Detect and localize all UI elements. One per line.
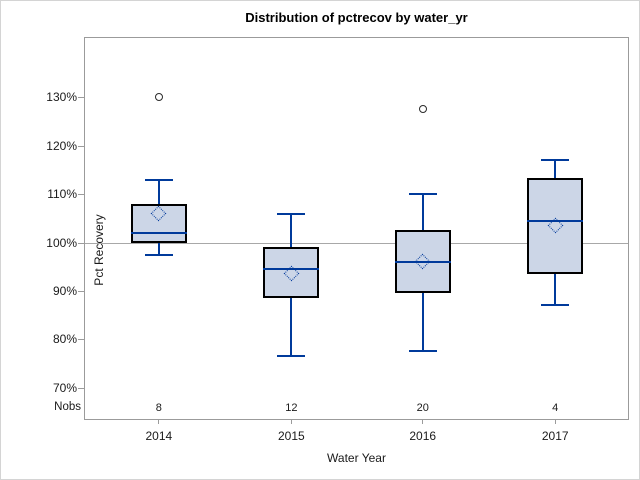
- median-line: [263, 268, 320, 271]
- x-category-label: 2015: [277, 429, 305, 443]
- box-iqr: [263, 247, 320, 299]
- y-tick-label: 120%: [46, 138, 77, 153]
- y-tick-mark: [78, 290, 84, 292]
- whisker-cap-low: [541, 304, 570, 307]
- reference-line-100pct: [85, 242, 628, 244]
- y-tick-label: 90%: [52, 283, 77, 298]
- nobs-value: 12: [285, 402, 298, 414]
- whisker-cap-low: [408, 350, 437, 353]
- x-category-label: 2017: [541, 429, 569, 443]
- y-tick-mark: [78, 145, 84, 147]
- outlier-marker: [418, 104, 427, 113]
- whisker-cap-low: [144, 253, 173, 256]
- x-axis-title: Water Year: [327, 451, 386, 465]
- nobs-row-label: Nobs: [54, 401, 81, 413]
- median-line: [130, 231, 187, 234]
- nobs-value: 8: [155, 402, 162, 414]
- x-category-label: 2016: [409, 429, 437, 443]
- nobs-value: 20: [416, 402, 429, 414]
- whisker-cap-high: [541, 159, 570, 162]
- x-tick-mark: [290, 419, 292, 424]
- y-tick-mark: [78, 387, 84, 389]
- chart-title: Distribution of pctrecov by water_yr: [245, 10, 468, 25]
- outlier-marker: [154, 93, 163, 102]
- box-iqr: [130, 203, 187, 243]
- y-tick-label: 80%: [52, 332, 77, 347]
- y-tick-mark: [78, 339, 84, 341]
- y-tick-label: 70%: [52, 380, 77, 395]
- y-tick-mark: [78, 194, 84, 196]
- y-tick-label: 110%: [47, 187, 77, 202]
- median-line: [394, 260, 451, 263]
- y-tick-mark: [78, 97, 84, 99]
- nobs-value: 4: [552, 402, 559, 414]
- x-tick-mark: [422, 419, 424, 424]
- x-category-label: 2014: [145, 429, 173, 443]
- whisker-cap-high: [144, 178, 173, 181]
- y-tick-mark: [78, 242, 84, 244]
- y-tick-label: 100%: [46, 235, 77, 250]
- x-tick-mark: [158, 419, 160, 424]
- median-line: [527, 219, 584, 222]
- whisker-cap-low: [277, 355, 306, 358]
- y-axis-title: Pct Recovery: [92, 214, 106, 286]
- y-tick-label: 130%: [46, 90, 77, 105]
- whisker-cap-high: [408, 193, 437, 196]
- x-tick-mark: [554, 419, 556, 424]
- box-iqr: [527, 178, 584, 274]
- whisker-cap-high: [277, 212, 306, 215]
- plot-area: Pct Recovery: [84, 37, 629, 420]
